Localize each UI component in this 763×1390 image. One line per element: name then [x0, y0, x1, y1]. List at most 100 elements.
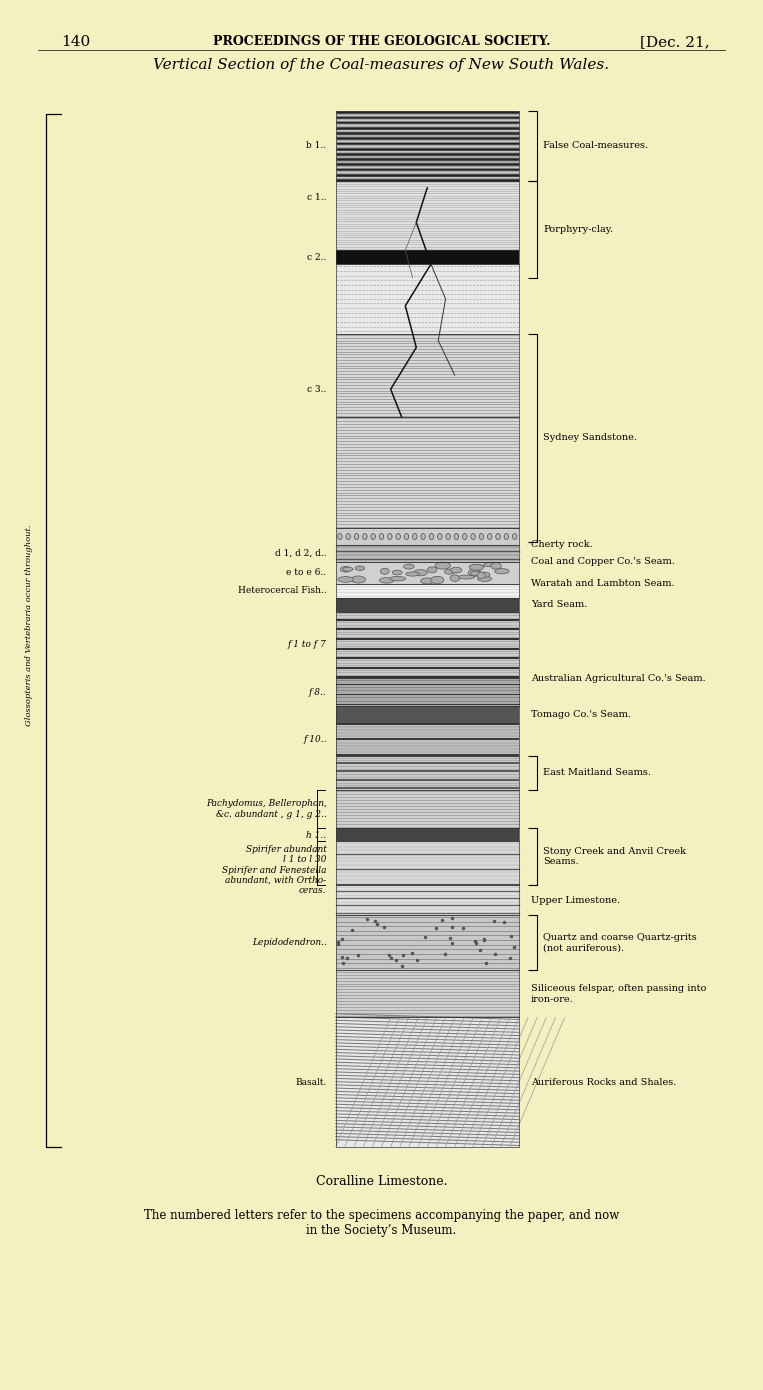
Ellipse shape [479, 573, 490, 577]
Text: Lepidodendron..: Lepidodendron.. [252, 938, 327, 947]
Bar [336, 841, 519, 885]
Text: Coralline Limestone.: Coralline Limestone. [316, 1175, 447, 1187]
Text: Quartz and coarse Quartz-grits
(not auriferous).: Quartz and coarse Quartz-grits (not auri… [543, 933, 697, 952]
Ellipse shape [459, 575, 475, 580]
Ellipse shape [413, 534, 417, 539]
Ellipse shape [488, 534, 492, 539]
Bar [336, 598, 519, 612]
Ellipse shape [355, 566, 365, 570]
Ellipse shape [406, 571, 419, 575]
Ellipse shape [371, 534, 375, 539]
Ellipse shape [414, 570, 427, 575]
Text: Basalt.: Basalt. [295, 1079, 327, 1087]
Ellipse shape [338, 534, 342, 539]
Bar [336, 528, 519, 545]
Ellipse shape [396, 534, 401, 539]
Text: c 3..: c 3.. [307, 385, 327, 393]
Text: d 1, d 2, d..: d 1, d 2, d.. [275, 549, 327, 557]
Ellipse shape [450, 575, 460, 581]
Text: b 1..: b 1.. [307, 142, 327, 150]
Ellipse shape [454, 534, 459, 539]
Ellipse shape [504, 534, 509, 539]
Ellipse shape [404, 564, 414, 569]
Text: c 1..: c 1.. [307, 193, 327, 202]
Ellipse shape [392, 570, 402, 575]
Ellipse shape [420, 578, 434, 584]
Ellipse shape [431, 577, 444, 584]
Text: Heterocercal Fish..: Heterocercal Fish.. [238, 587, 327, 595]
Ellipse shape [484, 563, 497, 567]
Text: Spirifer abundant
l 1 to l 30
Spirifer and Fenestella
abundant, with Ortho-
cera: Spirifer abundant l 1 to l 30 Spirifer a… [222, 845, 327, 895]
Bar [336, 828, 519, 841]
Ellipse shape [338, 577, 353, 582]
Ellipse shape [430, 534, 433, 539]
Text: f 1 to f 7: f 1 to f 7 [288, 641, 327, 649]
Text: Sydney Sandstone.: Sydney Sandstone. [543, 434, 637, 442]
Text: f 10..: f 10.. [303, 735, 327, 744]
Ellipse shape [445, 569, 455, 574]
Text: Coal and Copper Co.'s Seam.: Coal and Copper Co.'s Seam. [531, 557, 675, 566]
Bar [336, 250, 519, 264]
Text: Cherty rock.: Cherty rock. [531, 541, 593, 549]
Ellipse shape [496, 534, 501, 539]
Text: False Coal-measures.: False Coal-measures. [543, 142, 649, 150]
Ellipse shape [427, 567, 437, 573]
Bar [336, 181, 519, 250]
Text: Porphyry-clay.: Porphyry-clay. [543, 225, 613, 234]
Ellipse shape [477, 571, 485, 578]
Ellipse shape [354, 534, 359, 539]
Text: The numbered letters refer to the specimens accompanying the paper, and now
in t: The numbered letters refer to the specim… [144, 1209, 619, 1237]
Text: h 1..: h 1.. [307, 831, 327, 840]
Text: c 2..: c 2.. [307, 253, 327, 261]
Bar [336, 723, 519, 756]
Ellipse shape [379, 534, 384, 539]
Bar [336, 885, 519, 915]
Text: Auriferous Rocks and Shales.: Auriferous Rocks and Shales. [531, 1079, 677, 1087]
Ellipse shape [478, 577, 491, 581]
Ellipse shape [380, 569, 389, 574]
Bar [336, 612, 519, 678]
Bar [336, 678, 519, 706]
Ellipse shape [451, 567, 462, 573]
Ellipse shape [379, 578, 394, 584]
Ellipse shape [421, 534, 425, 539]
Ellipse shape [437, 534, 442, 539]
Bar [336, 1017, 519, 1147]
Ellipse shape [462, 534, 467, 539]
Text: Stony Creek and Anvil Creek
Seams.: Stony Creek and Anvil Creek Seams. [543, 847, 686, 866]
Bar [336, 885, 519, 915]
Bar [336, 111, 519, 181]
Bar [336, 417, 519, 528]
Text: f 8..: f 8.. [309, 688, 327, 696]
Ellipse shape [340, 567, 351, 573]
Ellipse shape [468, 570, 481, 577]
Text: Yard Seam.: Yard Seam. [531, 600, 588, 609]
Bar [336, 915, 519, 970]
Ellipse shape [346, 534, 350, 539]
Text: Pachydomus, Bellerophon,
&c. abundant , g 1, g 2..: Pachydomus, Bellerophon, &c. abundant , … [206, 799, 327, 819]
Text: [Dec. 21,: [Dec. 21, [640, 35, 710, 49]
Text: Upper Limestone.: Upper Limestone. [531, 897, 620, 905]
Bar [336, 790, 519, 828]
Text: Siliceous felspar, often passing into
iron-ore.: Siliceous felspar, often passing into ir… [531, 984, 707, 1004]
Text: Tomago Co.'s Seam.: Tomago Co.'s Seam. [531, 710, 631, 719]
Text: Glossopteris and Vertebraria occur throughout.: Glossopteris and Vertebraria occur throu… [25, 525, 33, 726]
Bar [336, 528, 519, 545]
Bar [336, 841, 519, 885]
Bar [336, 264, 519, 334]
Bar [336, 1017, 519, 1147]
Bar [336, 545, 519, 562]
Bar [336, 334, 519, 417]
Ellipse shape [469, 564, 484, 570]
Bar [336, 545, 519, 562]
Text: e to e 6..: e to e 6.. [286, 569, 327, 577]
Bar [336, 334, 519, 417]
Bar [336, 706, 519, 723]
Bar [336, 417, 519, 528]
Bar [336, 584, 519, 598]
Bar [336, 612, 519, 678]
Text: East Maitland Seams.: East Maitland Seams. [543, 769, 652, 777]
Ellipse shape [494, 569, 509, 574]
Bar [336, 562, 519, 584]
Bar [336, 790, 519, 828]
